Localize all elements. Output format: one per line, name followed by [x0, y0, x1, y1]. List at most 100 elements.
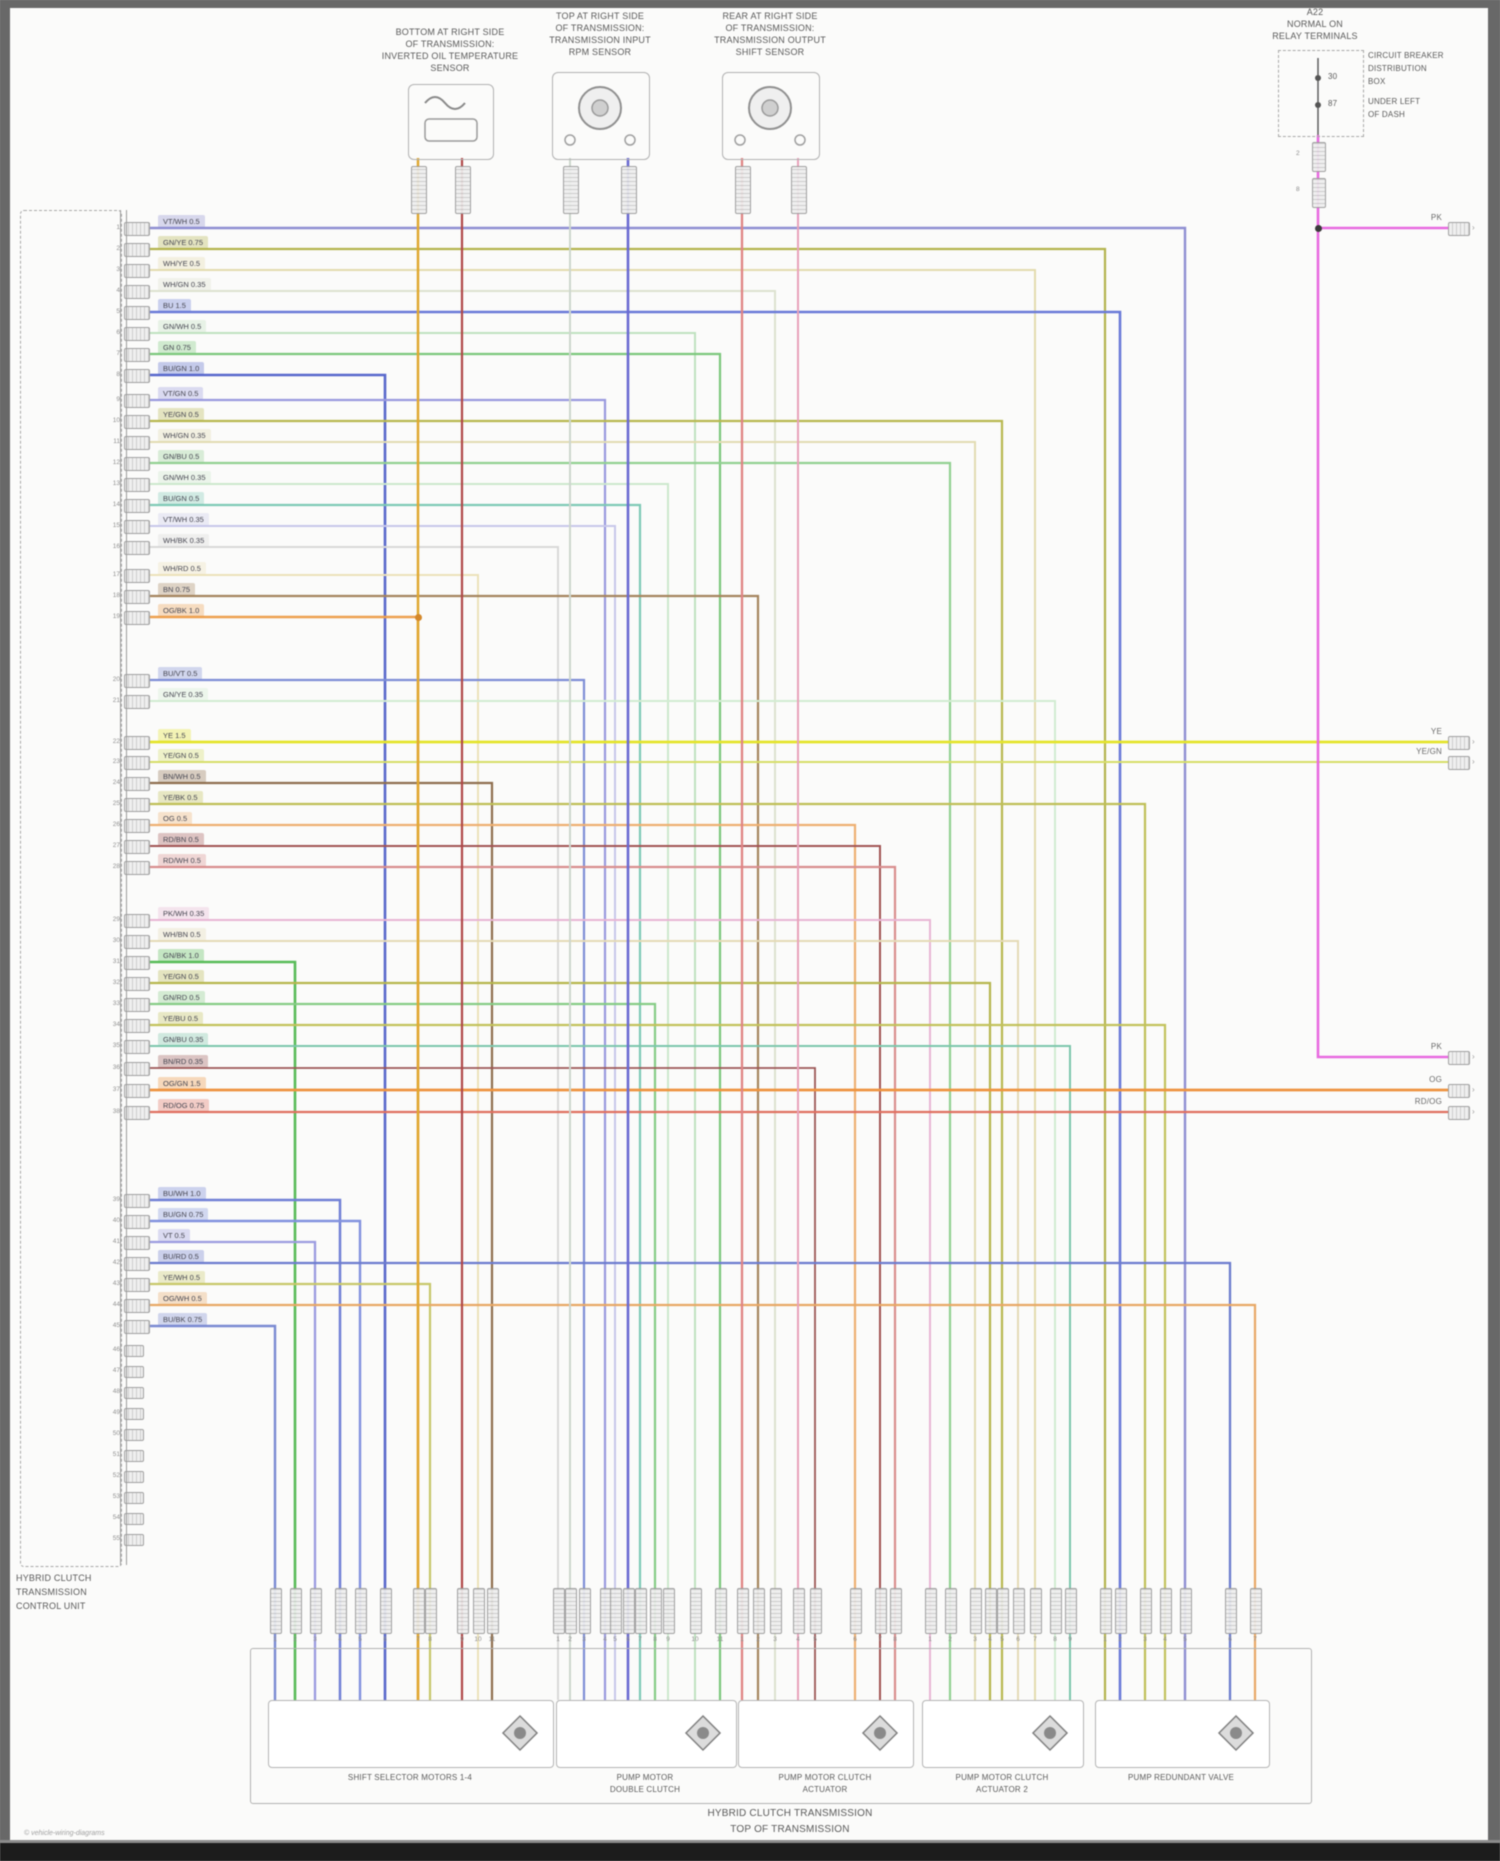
bottom-pin-number: 3	[1143, 1636, 1147, 1643]
watermark: © vehicle-wiring-diagrams	[24, 1830, 105, 1837]
module-pin-number: 25	[112, 800, 120, 807]
module-pin-number: 15	[112, 522, 120, 529]
wire-BU/RD	[150, 1261, 1232, 1700]
sensor1-label-line1: BOTTOM AT RIGHT SIDE	[395, 27, 505, 37]
module-pin-number: 30	[112, 937, 120, 944]
bottom-pin-stub	[380, 1588, 392, 1634]
module-pin-stub	[124, 1299, 150, 1313]
wire-color-label: BU/RD 0.5	[158, 1250, 204, 1263]
edge-exit-arrow: ›	[1472, 1085, 1475, 1094]
wire-color-label: GN/BK 1.0	[158, 949, 204, 962]
wire-OG/WH	[150, 1303, 1257, 1700]
bottom-pin-number: 4	[603, 1636, 607, 1643]
bottom-pin-stub	[793, 1588, 805, 1634]
edge-exit-label: OG	[1429, 1075, 1442, 1084]
bottom-pin-number: 1	[740, 1636, 744, 1643]
wire-VT/GN	[150, 398, 607, 1700]
bottom-pin-stub	[290, 1588, 302, 1634]
module-pin-number: 7	[116, 350, 120, 357]
wire-WH/GN	[150, 290, 776, 1700]
bottom-pin-stub	[1065, 1588, 1077, 1634]
bottom-pin-number: 10	[691, 1636, 699, 1643]
wire-GN/BK	[150, 960, 297, 1700]
bottom-pin-number: 8	[428, 1636, 432, 1643]
module-pin-number: 6	[116, 329, 120, 336]
bottom-pin-stub	[650, 1588, 662, 1634]
module-pin-stub	[124, 436, 150, 450]
sensor1-label-line2: OF TRANSMISSION:	[405, 39, 495, 49]
module-pin-stub	[124, 695, 150, 709]
module-pin-stub-empty	[124, 1366, 144, 1378]
edge-exit-label: RD/OG	[1414, 1097, 1442, 1106]
diagram-title-line2: TOP OF TRANSMISSION	[730, 1824, 850, 1835]
frame-left	[0, 0, 10, 1861]
relay-pin30-label: 30	[1328, 72, 1338, 81]
bottom-pin-number: 5	[1183, 1636, 1187, 1643]
wire-color-label: GN/BU 0.35	[158, 1033, 209, 1046]
module-pin-number: 8	[116, 371, 120, 378]
wire-color-label: VT 0.5	[158, 1229, 190, 1242]
wire-color-label: BU/GN 0.5	[158, 492, 205, 505]
motor-icon-4	[1031, 1714, 1069, 1752]
wire-color-label: BU 1.5	[158, 299, 191, 312]
bottom-pin-stub	[737, 1588, 749, 1634]
wire-YE/GN	[150, 419, 1004, 1700]
module-pin-number: 5	[116, 308, 120, 315]
module-pin-number: 50	[112, 1430, 120, 1437]
module-pin-stub	[124, 415, 150, 429]
diagram-title-line1: HYBRID CLUTCH TRANSMISSION	[707, 1808, 873, 1819]
bottom-pin-number: 9	[666, 1636, 670, 1643]
bottom-pin-stub	[1115, 1588, 1127, 1634]
box3-label-line2: ACTUATOR	[802, 1785, 848, 1794]
bottom-pin-number: 11	[716, 1636, 724, 1643]
relay-stub-label-1: 2	[1296, 150, 1300, 157]
wire-YE/GN	[150, 981, 992, 1700]
wire-color-label: VT/WH 0.5	[158, 215, 205, 228]
wire-GN/BU	[150, 461, 952, 1700]
bottom-pin-number: 4	[1163, 1636, 1167, 1643]
module-pin-number: 35	[112, 1042, 120, 1049]
bottom-pin-stub	[335, 1588, 347, 1634]
wire-VT/WH	[150, 525, 616, 1700]
bottom-pin-stub	[270, 1588, 282, 1634]
bottom-pin-stub	[810, 1588, 822, 1634]
bottom-pin-number: 7	[878, 1636, 882, 1643]
wire-color-label: BN 0.75	[158, 583, 196, 596]
box5-label-line1: PUMP REDUNDANT VALVE	[1127, 1773, 1235, 1782]
bottom-pin-stub	[1030, 1588, 1042, 1634]
module-pin-stub-empty	[124, 1429, 144, 1441]
module-pin-number: 44	[112, 1301, 120, 1308]
module-pin-stub	[124, 1257, 150, 1271]
bottom-pin-number: 7	[1253, 1636, 1257, 1643]
bottom-pin-stub	[875, 1588, 887, 1634]
bottom-pin-stub	[473, 1588, 485, 1634]
inline-connector-stub	[1312, 178, 1326, 208]
module-pin-stub	[124, 590, 150, 604]
sensor-connector-stub	[455, 166, 471, 214]
sensor-connector-stub	[791, 166, 807, 214]
bottom-pin-number: 2	[293, 1636, 297, 1643]
wire-color-label: YE/GN 0.5	[158, 408, 204, 421]
edge-exit-arrow: ›	[1472, 223, 1475, 232]
bottom-pin-number: 7	[416, 1636, 420, 1643]
module-pin-stub	[124, 977, 150, 991]
edge-exit-label: PK	[1430, 213, 1442, 222]
box4-label-line1: PUMP MOTOR CLUTCH	[955, 1773, 1049, 1782]
module-pin-stub-empty	[124, 1492, 144, 1504]
bottom-pin-stub	[770, 1588, 782, 1634]
module-pin-number: 45	[112, 1322, 120, 1329]
motor-icon-5	[1217, 1714, 1255, 1752]
edge-exit-stub	[1448, 756, 1470, 770]
module-pin-number: 24	[112, 779, 120, 786]
module-label-line2: TRANSMISSION	[16, 1587, 87, 1597]
box4-label-line2: ACTUATOR 2	[976, 1785, 1028, 1794]
bottom-pin-stub	[610, 1588, 622, 1634]
module-pin-number: 18	[112, 592, 120, 599]
bottom-pin-stub	[985, 1588, 997, 1634]
wire-BU/BK	[150, 1324, 277, 1700]
module-pin-stub	[124, 264, 150, 278]
wire-BU	[150, 310, 1122, 1700]
sensor3-label-line2: OF TRANSMISSION:	[725, 23, 815, 33]
bottom-pin-stub	[1050, 1588, 1062, 1634]
bottom-pin-number: 6	[626, 1636, 630, 1643]
